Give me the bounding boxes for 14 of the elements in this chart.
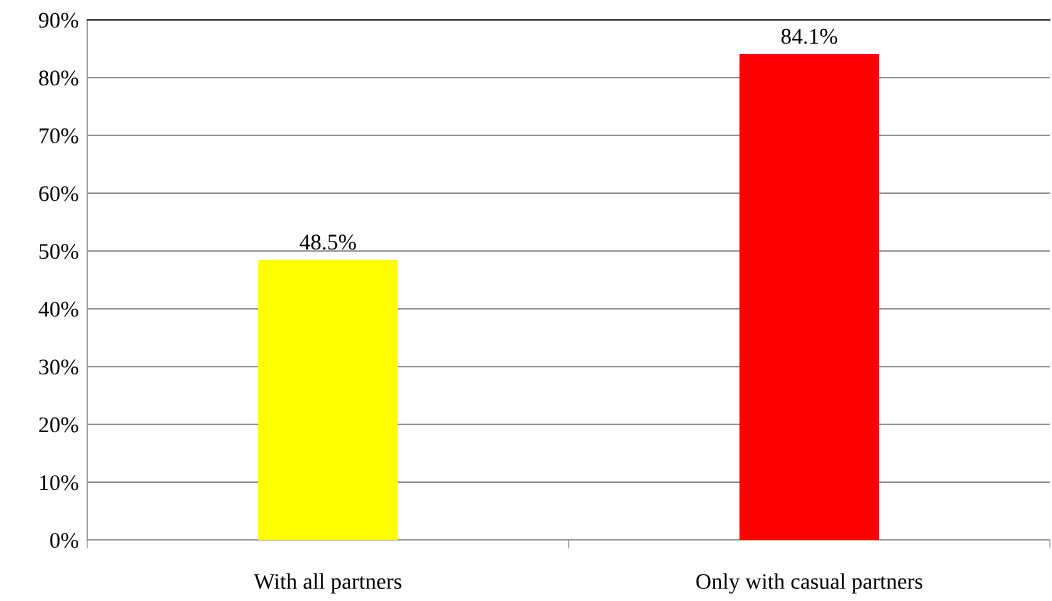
data-label: 48.5% xyxy=(299,234,356,250)
y-tick-label: 20% xyxy=(39,417,79,433)
y-tick-label: 50% xyxy=(39,243,79,260)
y-tick-label: 30% xyxy=(39,359,79,375)
y-tick-label: 90% xyxy=(38,12,79,28)
x-tick-label: With all partners xyxy=(253,573,402,594)
y-tick-label: 10% xyxy=(40,475,79,491)
y-tick-label: 60% xyxy=(39,186,79,202)
y-tick-label: 0% xyxy=(50,532,79,548)
y-tick-label: 70% xyxy=(39,128,79,144)
data-label: 84.1% xyxy=(781,28,838,44)
x-tick-label: Only with casual partners xyxy=(696,573,923,594)
y-tick-label: 40% xyxy=(38,301,79,317)
y-tick-label: 80% xyxy=(39,70,79,86)
